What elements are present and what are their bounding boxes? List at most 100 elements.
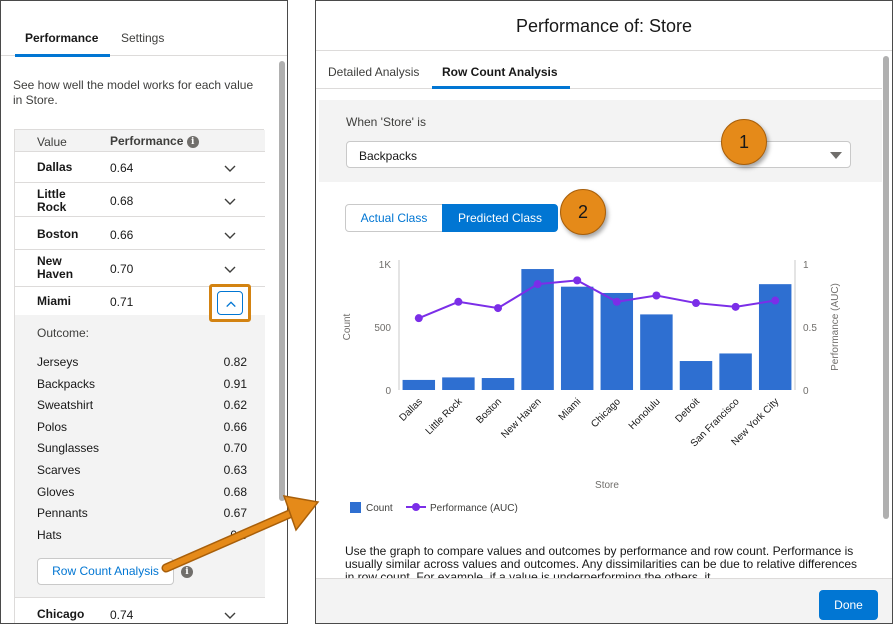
x-tick-label: New Haven	[499, 396, 543, 440]
legend-label-performance: Performance (AUC)	[430, 503, 518, 514]
x-tick-label: Boston	[474, 396, 504, 426]
filter-label: When 'Store' is	[346, 115, 426, 129]
outcome-name: Backpacks	[37, 377, 96, 391]
row-count-analysis-button[interactable]: Row Count Analysis	[37, 558, 174, 585]
modal-description: Use the graph to compare values and outc…	[345, 545, 858, 578]
modal-tabs: Detailed Analysis Row Count Analysis	[316, 51, 882, 89]
legend-marker-performance	[412, 503, 420, 511]
x-tick-label: Dallas	[397, 396, 424, 423]
row-value: 0.64	[110, 161, 134, 175]
x-tick-label: Detroit	[674, 396, 703, 425]
data-point	[573, 276, 582, 285]
table-row[interactable]: Dallas 0.64	[15, 152, 265, 183]
outcome-label: Outcome:	[37, 326, 90, 340]
info-icon[interactable]: i	[186, 135, 199, 148]
table-row[interactable]: Little Rock 0.68	[15, 183, 265, 217]
y-tick-label: 500	[374, 323, 391, 334]
legend-swatch-count	[350, 502, 361, 513]
bar	[679, 361, 713, 390]
y-axis-label: Count	[342, 313, 353, 340]
outcome-value: 0.62	[223, 398, 247, 412]
row-name: Dallas	[37, 160, 73, 174]
y2-tick-label: 0.5	[803, 323, 817, 334]
callout-badge-2: 2	[560, 189, 606, 235]
x-tick-label: Honolulu	[627, 396, 663, 432]
table-row[interactable]: Chicago 0.74	[15, 597, 265, 623]
column-header-performance: Performance i	[110, 134, 199, 148]
collapse-button[interactable]	[217, 291, 243, 315]
scrollbar[interactable]	[883, 56, 889, 519]
legend-label-count: Count	[366, 503, 393, 514]
data-point	[612, 297, 621, 306]
list-item: Pennants 0.67	[37, 506, 247, 520]
store-value-select[interactable]: Backpacks	[346, 141, 851, 168]
chevron-down-icon[interactable]	[223, 262, 237, 276]
data-point	[454, 297, 463, 306]
outcome-value: 0.68	[223, 485, 247, 499]
performance-header-label: Performance	[110, 134, 184, 148]
table-row[interactable]: New Haven 0.70	[15, 250, 265, 287]
done-button[interactable]: Done	[819, 590, 878, 620]
scrollbar[interactable]	[279, 61, 285, 501]
outcome-name: Scarves	[37, 463, 81, 477]
x-axis-label: Store	[595, 480, 619, 491]
row-value: 0.66	[110, 228, 134, 242]
column-header-value: Value	[37, 135, 67, 149]
data-point	[533, 280, 542, 289]
data-point	[494, 304, 502, 313]
modal-footer: Done	[316, 578, 892, 623]
row-name: Miami	[37, 294, 72, 308]
y2-tick-label: 1	[803, 260, 809, 271]
tab-settings[interactable]: Settings	[121, 31, 165, 45]
row-value: 0.68	[110, 194, 134, 208]
outcome-value: 0.63	[223, 463, 247, 477]
tab-row-count-analysis[interactable]: Row Count Analysis	[432, 65, 570, 89]
performance-table: Value Performance i Dallas 0.64 Little R…	[14, 129, 265, 623]
performance-panel: Performance Settings See how well the mo…	[0, 0, 288, 624]
outcome-name: Sweatshirt	[37, 398, 94, 412]
bar	[481, 378, 515, 390]
table-header: Value Performance i	[15, 130, 265, 152]
chevron-down-icon[interactable]	[223, 161, 237, 175]
tab-performance[interactable]: Performance	[14, 31, 111, 57]
x-tick-label: Little Rock	[424, 396, 465, 437]
chevron-down-icon[interactable]	[223, 194, 237, 208]
row-value: 0.70	[110, 262, 134, 276]
chevron-down-icon[interactable]	[223, 228, 237, 242]
bar	[640, 314, 673, 390]
bar	[719, 353, 752, 390]
outcome-name: Pennants	[37, 506, 88, 520]
outcome-details: Outcome: Jerseys 0.82 Backpacks 0.91 Sweat…	[15, 315, 265, 597]
row-value: 0.74	[110, 608, 134, 622]
tab-detailed-analysis[interactable]: Detailed Analysis	[328, 65, 420, 79]
panel-description: See how well the model works for each va…	[13, 78, 254, 107]
outcome-value: 0.67	[223, 506, 247, 520]
outcome-value: 0.66	[223, 420, 247, 434]
info-icon[interactable]: i	[181, 566, 193, 578]
x-tick-label: Miami	[557, 396, 584, 423]
data-point	[414, 314, 423, 323]
y2-tick-label: 0	[803, 386, 809, 397]
bar	[560, 286, 594, 390]
list-item: Sunglasses 0.70	[37, 441, 247, 455]
list-item: Backpacks 0.91	[37, 377, 247, 391]
performance-modal: Performance of: Store Detailed Analysis …	[315, 0, 893, 624]
outcome-name: Hats	[37, 528, 62, 542]
predicted-class-button[interactable]: Predicted Class	[442, 204, 558, 232]
data-point	[652, 291, 661, 300]
x-tick-label: Chicago	[589, 396, 623, 430]
actual-class-button[interactable]: Actual Class	[345, 204, 443, 232]
bar	[600, 292, 634, 390]
outcome-value: 0.91	[223, 377, 247, 391]
callout-arrow	[161, 495, 320, 573]
table-row[interactable]: Boston 0.66	[15, 217, 265, 250]
caret-down-icon	[830, 152, 842, 159]
bar	[521, 269, 554, 390]
callout-badge-1: 1	[721, 119, 767, 165]
data-point	[771, 296, 780, 305]
collapse-button-highlighted[interactable]	[209, 284, 251, 322]
row-name: Boston	[37, 227, 79, 241]
chevron-down-icon[interactable]	[223, 608, 237, 622]
outcome-value: 0.70	[223, 441, 247, 455]
y-tick-label: 0	[385, 386, 391, 397]
